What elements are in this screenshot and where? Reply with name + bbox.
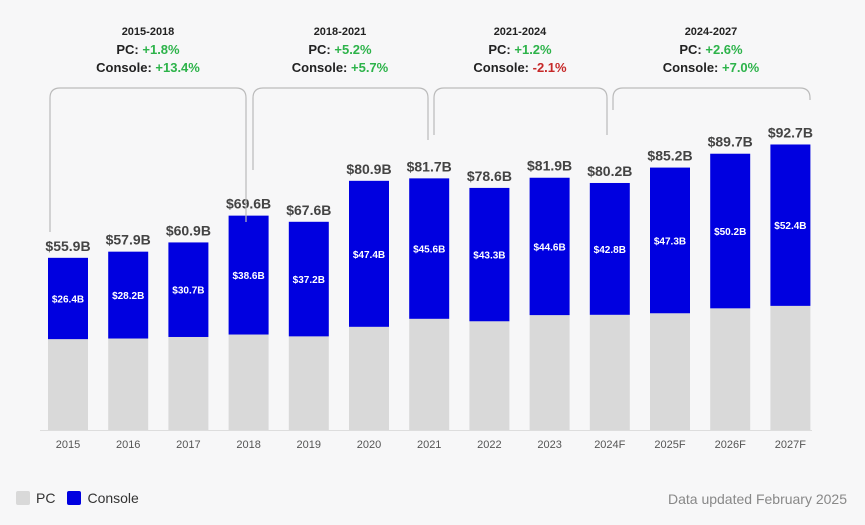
x-tick-label: 2020 [357,439,381,451]
total-data-label: $81.9B [527,158,572,174]
period-bracket [433,87,608,135]
bar-console-2017 [168,242,209,337]
console-data-label: $30.7B [172,286,204,297]
bar-console-2025F [650,167,690,314]
bar-pc-2022 [469,321,510,430]
console-data-label: $52.4B [774,221,806,232]
legend-console-swatch [67,491,82,505]
bar-console-2018 [228,215,269,335]
console-data-label: $47.3B [654,236,686,247]
total-data-label: $60.9B [166,222,211,238]
bar-console-2023 [529,177,570,316]
period-title: 2018-2021 [314,26,367,38]
bar-pc-2019 [288,336,329,430]
bar-pc-2016 [108,338,149,430]
x-tick-label: 2024F [594,439,625,451]
bar-pc-2017 [168,336,209,430]
console-data-label: $50.2B [714,227,746,238]
period-bracket [252,87,429,170]
bar-pc-2024F [589,314,630,430]
period-bracket [49,87,247,232]
bar-pc-2018 [228,334,269,430]
console-data-label: $38.6B [232,271,264,282]
bar-pc-2021 [409,318,450,430]
console-growth-label: Console: +5.7% [292,60,389,75]
bar-pc-2025F [650,313,690,430]
bar-pc-2026F [710,308,751,430]
x-tick-label: 2015 [56,439,80,451]
pc-growth-label: PC: +5.2% [308,42,372,57]
total-data-label: $89.7B [708,134,753,150]
bar-console-2016 [108,251,149,339]
bar-console-2021 [409,178,450,319]
console-data-label: $42.8B [594,245,626,256]
console-data-label: $28.2B [112,291,144,302]
total-data-label: $80.9B [346,161,391,177]
legend-pc-label: PC [36,490,56,506]
total-data-label: $78.6B [467,168,512,184]
x-tick-label: 2023 [537,439,561,451]
bar-pc-2027F [770,305,811,430]
legend-pc-swatch [16,491,30,505]
bar-console-2026F [710,153,751,309]
total-data-label: $85.2B [647,148,692,164]
x-tick-label: 2021 [417,439,441,451]
legend: PC Console [16,490,139,506]
data-updated-note: Data updated February 2025 [667,491,847,507]
bar-console-2015 [48,257,88,340]
total-data-label: $67.6B [286,202,331,218]
bar-console-2022 [469,187,510,322]
legend-console-label: Console [87,490,139,506]
x-tick-label: 2019 [297,439,321,451]
console-data-label: $44.6B [533,242,565,253]
total-data-label: $81.7B [407,158,452,174]
console-growth-label: Console: -2.1% [473,60,567,75]
x-tick-label: 2025F [654,439,685,451]
console-data-label: $26.4B [52,294,84,305]
console-growth-label: Console: +7.0% [663,60,760,75]
console-data-label: $43.3B [473,251,505,262]
period-title: 2021-2024 [494,26,547,38]
pc-growth-label: PC: +1.8% [116,42,180,57]
total-data-label: $80.2B [587,163,632,179]
bar-console-2020 [349,180,389,327]
x-tick-label: 2018 [236,439,260,451]
total-data-label: $57.9B [106,232,151,248]
bar-pc-2023 [529,315,570,430]
console-growth-label: Console: +13.4% [96,60,200,75]
bar-pc-2020 [349,326,389,430]
x-tick-label: 2027F [775,439,806,451]
x-tick-label: 2022 [477,439,501,451]
console-data-label: $45.6B [413,245,445,256]
x-tick-label: 2017 [176,439,200,451]
x-tick-label: 2016 [116,439,140,451]
total-data-label: $92.7B [768,124,813,140]
console-data-label: $47.4B [353,250,385,261]
bar-console-2024F [589,182,630,315]
period-bracket [612,87,811,110]
console-data-label: $37.2B [293,275,325,286]
pc-growth-label: PC: +2.6% [679,42,743,57]
period-title: 2015-2018 [122,26,175,38]
pc-growth-label: PC: +1.2% [488,42,552,57]
total-data-label: $69.6B [226,196,271,212]
bar-console-2027F [770,144,811,306]
total-data-label: $55.9B [45,238,90,254]
period-title: 2024-2027 [685,26,738,38]
x-tick-label: 2026F [715,439,746,451]
bar-pc-2015 [48,339,88,430]
bar-console-2019 [288,221,329,337]
